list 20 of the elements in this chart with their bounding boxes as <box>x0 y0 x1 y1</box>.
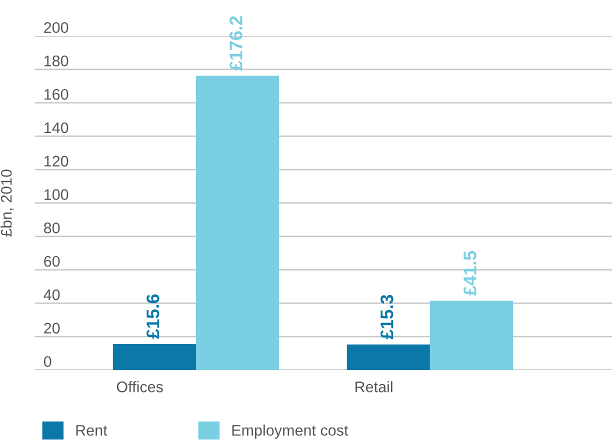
y-tick-label: 100 <box>44 189 68 200</box>
y-axis-title: £bn, 2010 <box>0 170 14 237</box>
y-tick-label: 0 <box>44 356 52 367</box>
legend-label: Employment cost <box>232 424 348 439</box>
y-tick-label: 20 <box>44 322 60 334</box>
x-tick-label: Retail <box>356 381 392 392</box>
y-tick-label: 80 <box>44 222 60 234</box>
data-label: £15.6 <box>146 294 160 339</box>
y-tick-label: 160 <box>44 88 68 100</box>
y-tick-label: 200 <box>44 22 68 33</box>
y-tick-label: 40 <box>44 289 60 300</box>
data-label: £41.5 <box>464 251 476 296</box>
y-tick-label: 140 <box>44 122 68 134</box>
data-label: £176.2 <box>230 16 242 71</box>
x-tick-label: Offices <box>116 381 163 392</box>
legend-label: Rent <box>76 425 108 436</box>
data-label: £15.3 <box>380 294 394 340</box>
y-tick-label: 180 <box>44 56 68 66</box>
y-tick-label: 120 <box>44 156 68 167</box>
y-tick-label: 60 <box>44 256 60 267</box>
